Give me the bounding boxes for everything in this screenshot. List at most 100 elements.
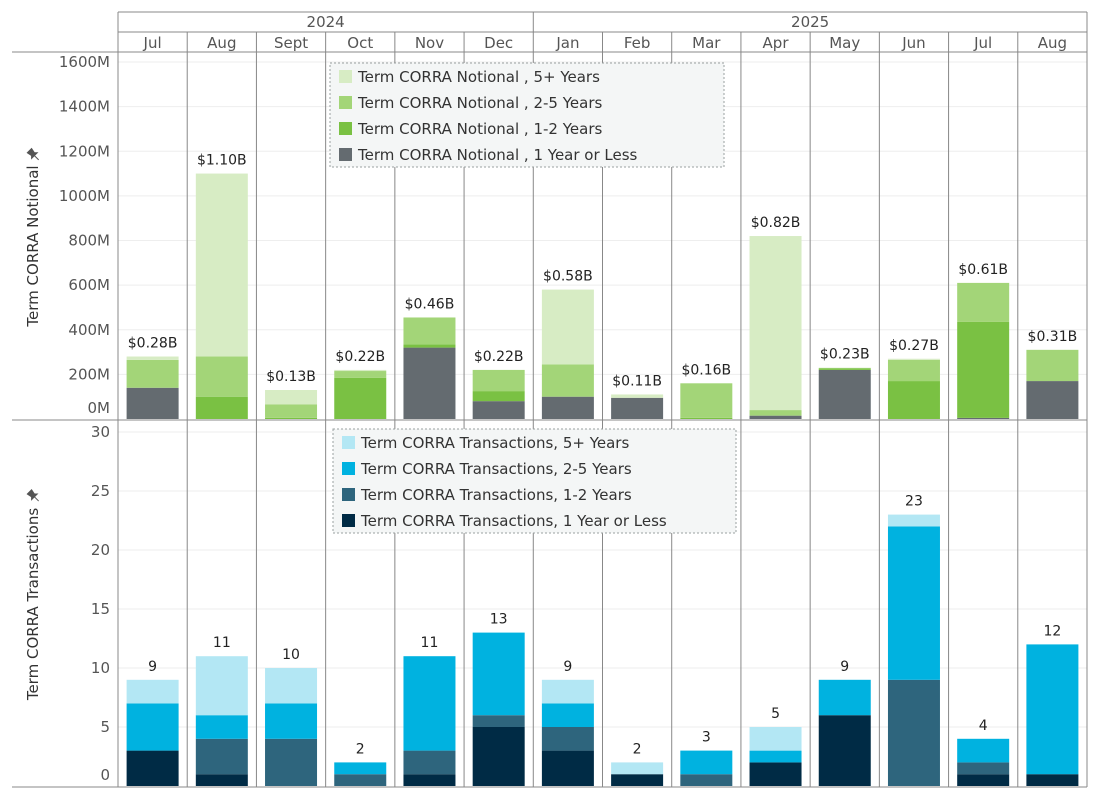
- y-tick-label: 15: [91, 600, 110, 618]
- legend-swatch: [342, 436, 355, 449]
- bar-segment: [334, 377, 387, 419]
- bar-segment: [541, 703, 594, 727]
- bar-segment: [1026, 644, 1079, 775]
- bar-segment: [611, 394, 664, 398]
- total-label: $0.31B: [1028, 329, 1078, 345]
- bar-segment: [541, 396, 594, 419]
- bar-segment: [126, 356, 179, 360]
- total-label: 23: [905, 494, 923, 510]
- legend-label: Term CORRA Transactions, 5+ Years: [360, 434, 629, 452]
- pin-shape: [26, 147, 40, 161]
- legend-box: [329, 62, 725, 168]
- total-label: $0.16B: [681, 362, 731, 378]
- bar-segment: [403, 774, 456, 786]
- legend-label: Term CORRA Notional , 1 Year or Less: [357, 146, 638, 164]
- bar-segment: [1026, 349, 1079, 382]
- y-axis-title: Term CORRA Transactions: [24, 508, 42, 701]
- bar-segment: [887, 514, 940, 527]
- legend-swatch: [342, 514, 355, 527]
- total-label: $0.22B: [335, 349, 385, 365]
- total-label: $0.46B: [405, 296, 455, 312]
- legend-box: [332, 428, 737, 534]
- bar-segment: [472, 369, 525, 392]
- month-label: Aug: [207, 34, 236, 52]
- bar-segment: [749, 236, 802, 411]
- y-tick-label: 1000M: [59, 187, 110, 205]
- bar-segment: [472, 727, 525, 786]
- month-label: Jul: [143, 34, 162, 52]
- total-label: $0.27B: [889, 338, 939, 354]
- total-label: 2: [633, 741, 642, 757]
- pin-shape: [26, 488, 40, 502]
- legend-label: Term CORRA Transactions, 1-2 Years: [360, 486, 632, 504]
- bar-segment: [403, 317, 456, 345]
- y-axis-title: Term CORRA Notional: [24, 165, 42, 327]
- total-label: $0.82B: [751, 215, 801, 231]
- total-label: 10: [282, 647, 300, 663]
- bar-segment: [818, 367, 871, 369]
- total-label: $0.28B: [128, 336, 178, 352]
- month-label: Dec: [484, 34, 513, 52]
- bar-segment: [818, 369, 871, 419]
- bar-segment: [195, 173, 248, 357]
- bar-segment: [403, 344, 456, 348]
- bar-segment: [195, 715, 248, 739]
- bar-segment: [749, 762, 802, 786]
- bar-segment: [680, 383, 733, 418]
- pin-icon: [26, 488, 40, 502]
- bar-segment: [541, 727, 594, 751]
- bar-segment: [957, 282, 1010, 322]
- bar-segment: [541, 679, 594, 704]
- bar-segment: [334, 774, 387, 786]
- total-label: 11: [213, 635, 231, 651]
- total-label: 13: [490, 612, 508, 628]
- y-tick-label: 1600M: [59, 53, 110, 71]
- y-tick-label: 0: [100, 766, 110, 784]
- bar-segment: [472, 391, 525, 402]
- y-tick-label: 1200M: [59, 142, 110, 160]
- bar-segment: [126, 703, 179, 751]
- month-label: Jan: [555, 34, 579, 52]
- bar-segment: [749, 750, 802, 763]
- legend-swatch: [342, 462, 355, 475]
- legend-swatch: [339, 70, 352, 83]
- bar-segment: [957, 417, 1010, 419]
- legend-swatch: [339, 96, 352, 109]
- year-label: 2024: [307, 13, 345, 31]
- bar-segment: [818, 368, 871, 370]
- bar-segment: [611, 774, 664, 786]
- bar-segment: [472, 632, 525, 716]
- bar-segment: [403, 347, 456, 419]
- bar-segment: [265, 389, 318, 405]
- bar-segment: [403, 656, 456, 751]
- total-label: 11: [421, 635, 439, 651]
- y-tick-label: 800M: [68, 232, 110, 250]
- total-label: 3: [702, 730, 711, 746]
- bars-layer: [126, 173, 1079, 786]
- legend-label: Term CORRA Transactions, 2-5 Years: [360, 460, 632, 478]
- month-label: Feb: [624, 34, 651, 52]
- bar-segment: [1026, 381, 1079, 419]
- total-label: $1.10B: [197, 153, 247, 169]
- month-label: May: [829, 34, 860, 52]
- month-label: Nov: [415, 34, 444, 52]
- total-label: 2: [356, 741, 365, 757]
- legend-swatch: [339, 148, 352, 161]
- bar-segment: [541, 364, 594, 397]
- total-label: $0.11B: [612, 373, 662, 389]
- bar-segment: [195, 396, 248, 419]
- pin-icon: [26, 147, 40, 161]
- y-tick-label: 400M: [68, 321, 110, 339]
- bar-segment: [334, 371, 387, 378]
- bar-segment: [887, 359, 940, 382]
- bar-segment: [195, 656, 248, 716]
- bar-segment: [126, 750, 179, 786]
- bar-segment: [541, 289, 594, 365]
- bar-segment: [887, 679, 940, 786]
- month-label: Jul: [973, 34, 992, 52]
- month-label: Apr: [763, 34, 790, 52]
- bar-segment: [611, 762, 664, 775]
- bar-segment: [887, 526, 940, 680]
- y-tick-label: 5: [100, 718, 110, 736]
